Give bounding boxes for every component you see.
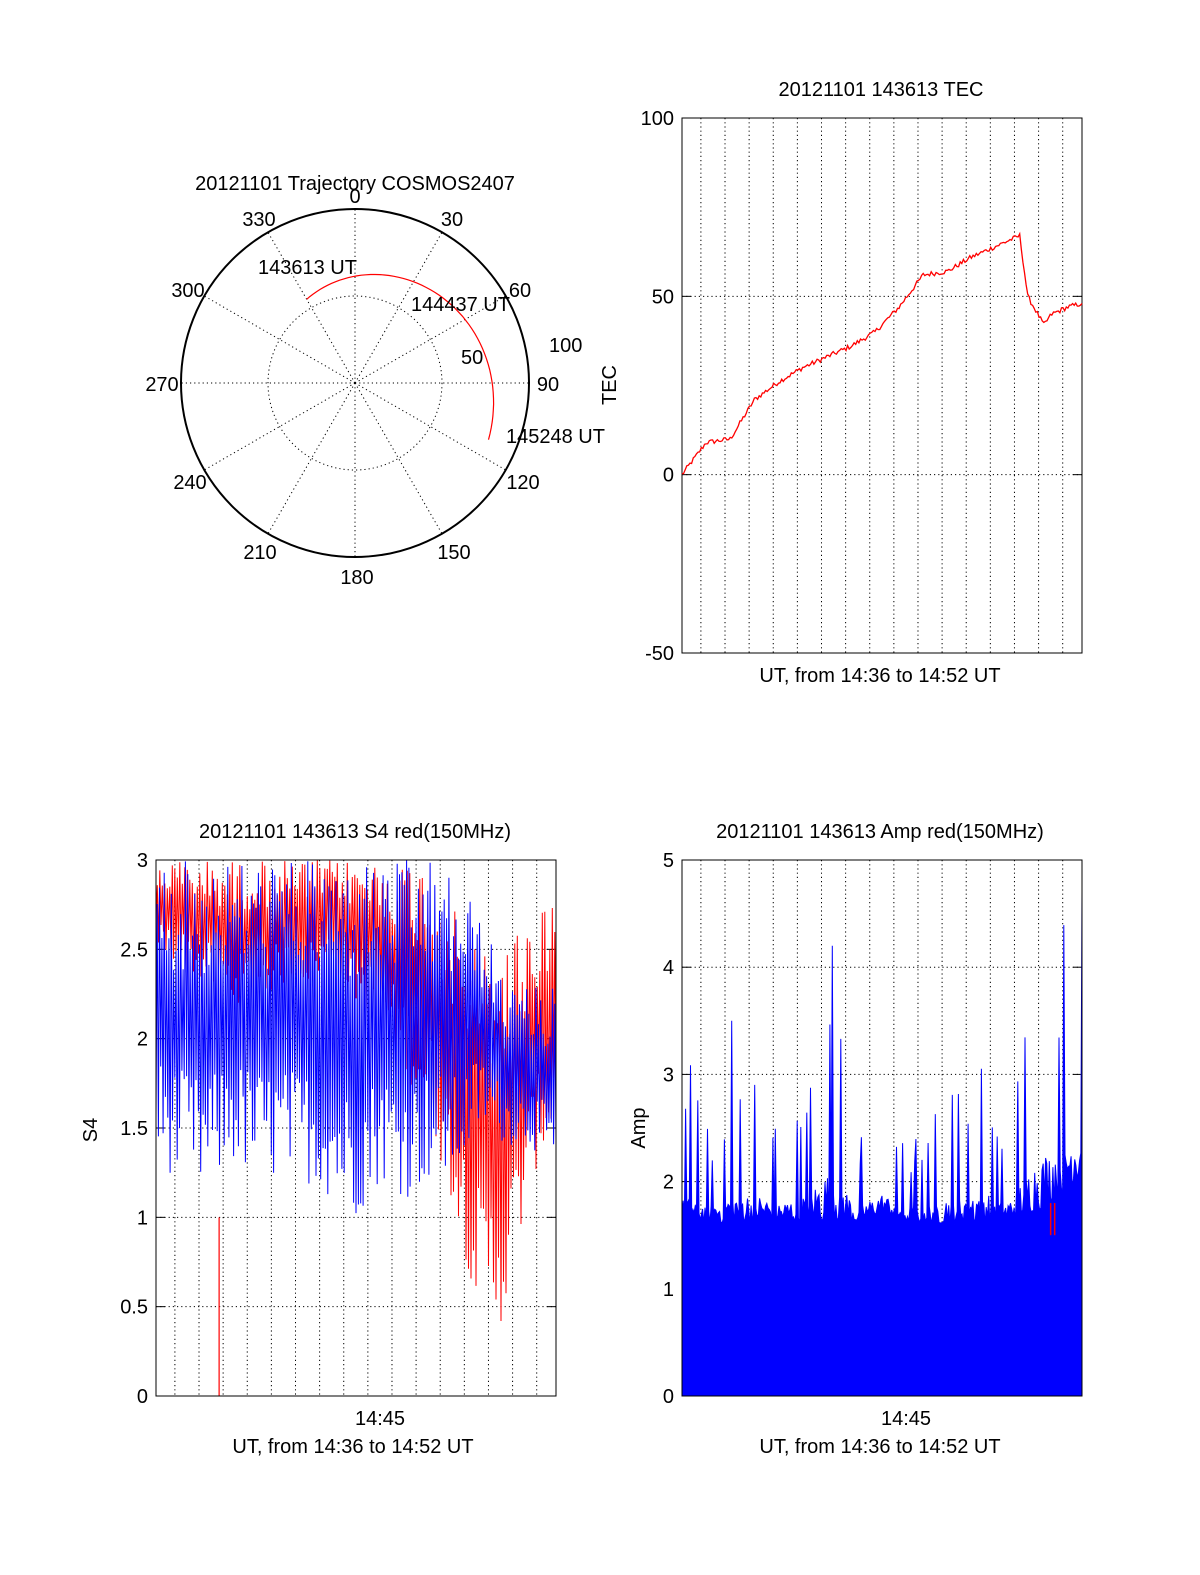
polar-grid-spoke [267,382,356,534]
tec-grid [682,117,1082,654]
s4-ylabel: S4 [80,1118,102,1142]
s4-ytick-label: 2.5 [120,939,148,961]
polar-azimuth-label: 150 [437,542,470,564]
polar-grid-spoke [354,382,506,471]
polar-grid-ring-50 [267,295,443,471]
s4-xtick-1445: 14:45 [355,1408,405,1430]
amp-ylabel: Amp [628,1107,650,1148]
polar-title: 20121101 Trajectory COSMOS2407 [195,173,515,195]
s4-blue-series [155,860,557,1214]
tec-ytick-label: 50 [652,286,674,308]
tec-ylabel: TEC [599,365,621,405]
polar-grid [181,209,529,557]
s4-ytick-label: 2 [137,1029,148,1051]
polar-azimuth-label: 270 [145,374,178,396]
trajectory-label-start: 143613 UT [258,257,357,279]
tec-series-line [681,231,1083,475]
s4-xlabel: UT, from 14:36 to 14:52 UT [232,1436,473,1458]
s4-red-series [155,860,557,1396]
amp-plot-frame [681,859,1083,1397]
polar-azimuth-label: 60 [509,280,531,302]
polar-trajectory-line [306,273,495,440]
polar-azimuth-label: 30 [441,209,463,231]
amp-xlabel: UT, from 14:36 to 14:52 UT [759,1436,1000,1458]
polar-azimuth-label: 180 [340,567,373,589]
polar-grid-spoke [354,382,443,534]
tec-plot-frame [681,117,1083,654]
amp-blue-series [681,892,1083,1397]
amp-xtick-1445: 14:45 [881,1408,931,1430]
s4-ytick-label: 0.5 [120,1297,148,1319]
amp-blue-fill [681,892,1083,1397]
polar-radial-label-50: 50 [461,347,483,369]
tec-ytick-label: -50 [645,643,674,665]
s4-chart: 20121101 143613 S4 red(150MHz) 3 2.5 2 1.5 1… [80,821,557,1458]
polar-azimuth-label: 330 [242,209,275,231]
s4-ytick-label: 1 [137,1207,148,1229]
polar-radial-label-100: 100 [549,335,582,357]
s4-plot-frame [155,859,557,1397]
s4-ytick-label: 1.5 [120,1118,148,1140]
amp-y-tick-labels: 5 4 3 2 1 0 [663,850,674,1408]
s4-ytick-label: 3 [137,850,148,872]
amp-ytick-label: 3 [663,1064,674,1086]
amp-title: 20121101 143613 Amp red(150MHz) [716,821,1044,843]
polar-chart: 20121101 Trajectory COSMOS2407 0 30 60 90 12… [145,173,605,589]
amp-ytick-label: 4 [663,957,674,979]
trajectory-label-end: 145248 UT [506,426,605,448]
polar-azimuth-labels: 0 30 60 90 120 150 180 210 240 270 300 330 [145,186,559,589]
amp-ytick-label: 5 [663,850,674,872]
amp-ytick-label: 1 [663,1279,674,1301]
polar-grid-spoke [204,295,356,384]
tec-y-tick-labels: 100 50 0 -50 [641,108,674,665]
amp-ytick-label: 2 [663,1172,674,1194]
s4-title: 20121101 143613 S4 red(150MHz) [199,821,511,843]
tec-ytick-label: 100 [641,108,674,130]
amp-red-series [1049,1203,1056,1236]
trajectory-label-mid: 144437 UT [411,294,510,316]
amp-grid [682,859,1082,1397]
amp-ytick-label: 0 [663,1386,674,1408]
s4-ytick-label: 0 [137,1386,148,1408]
polar-azimuth-label: 240 [173,472,206,494]
tec-xlabel: UT, from 14:36 to 14:52 UT [759,665,1000,687]
tec-ytick-label: 0 [663,465,674,487]
polar-grid-spoke [267,232,356,384]
polar-outer-circle [180,208,530,558]
tec-title: 20121101 143613 TEC [779,79,984,101]
tec-chart: 20121101 143613 TEC 100 50 0 -50 TEC UT, fr… [599,79,1083,687]
polar-azimuth-label: 210 [243,542,276,564]
s4-y-tick-labels: 3 2.5 2 1.5 1 0.5 0 [120,850,148,1408]
s4-red-line [155,860,557,1322]
polar-azimuth-label: 120 [506,472,539,494]
polar-azimuth-label: 0 [349,186,360,208]
s4-blue-line [155,860,557,1214]
polar-azimuth-label: 300 [171,280,204,302]
amp-chart: 20121101 143613 Amp red(150MHz) 5 4 3 2 1 0 1… [628,821,1083,1458]
polar-azimuth-label: 90 [537,374,559,396]
